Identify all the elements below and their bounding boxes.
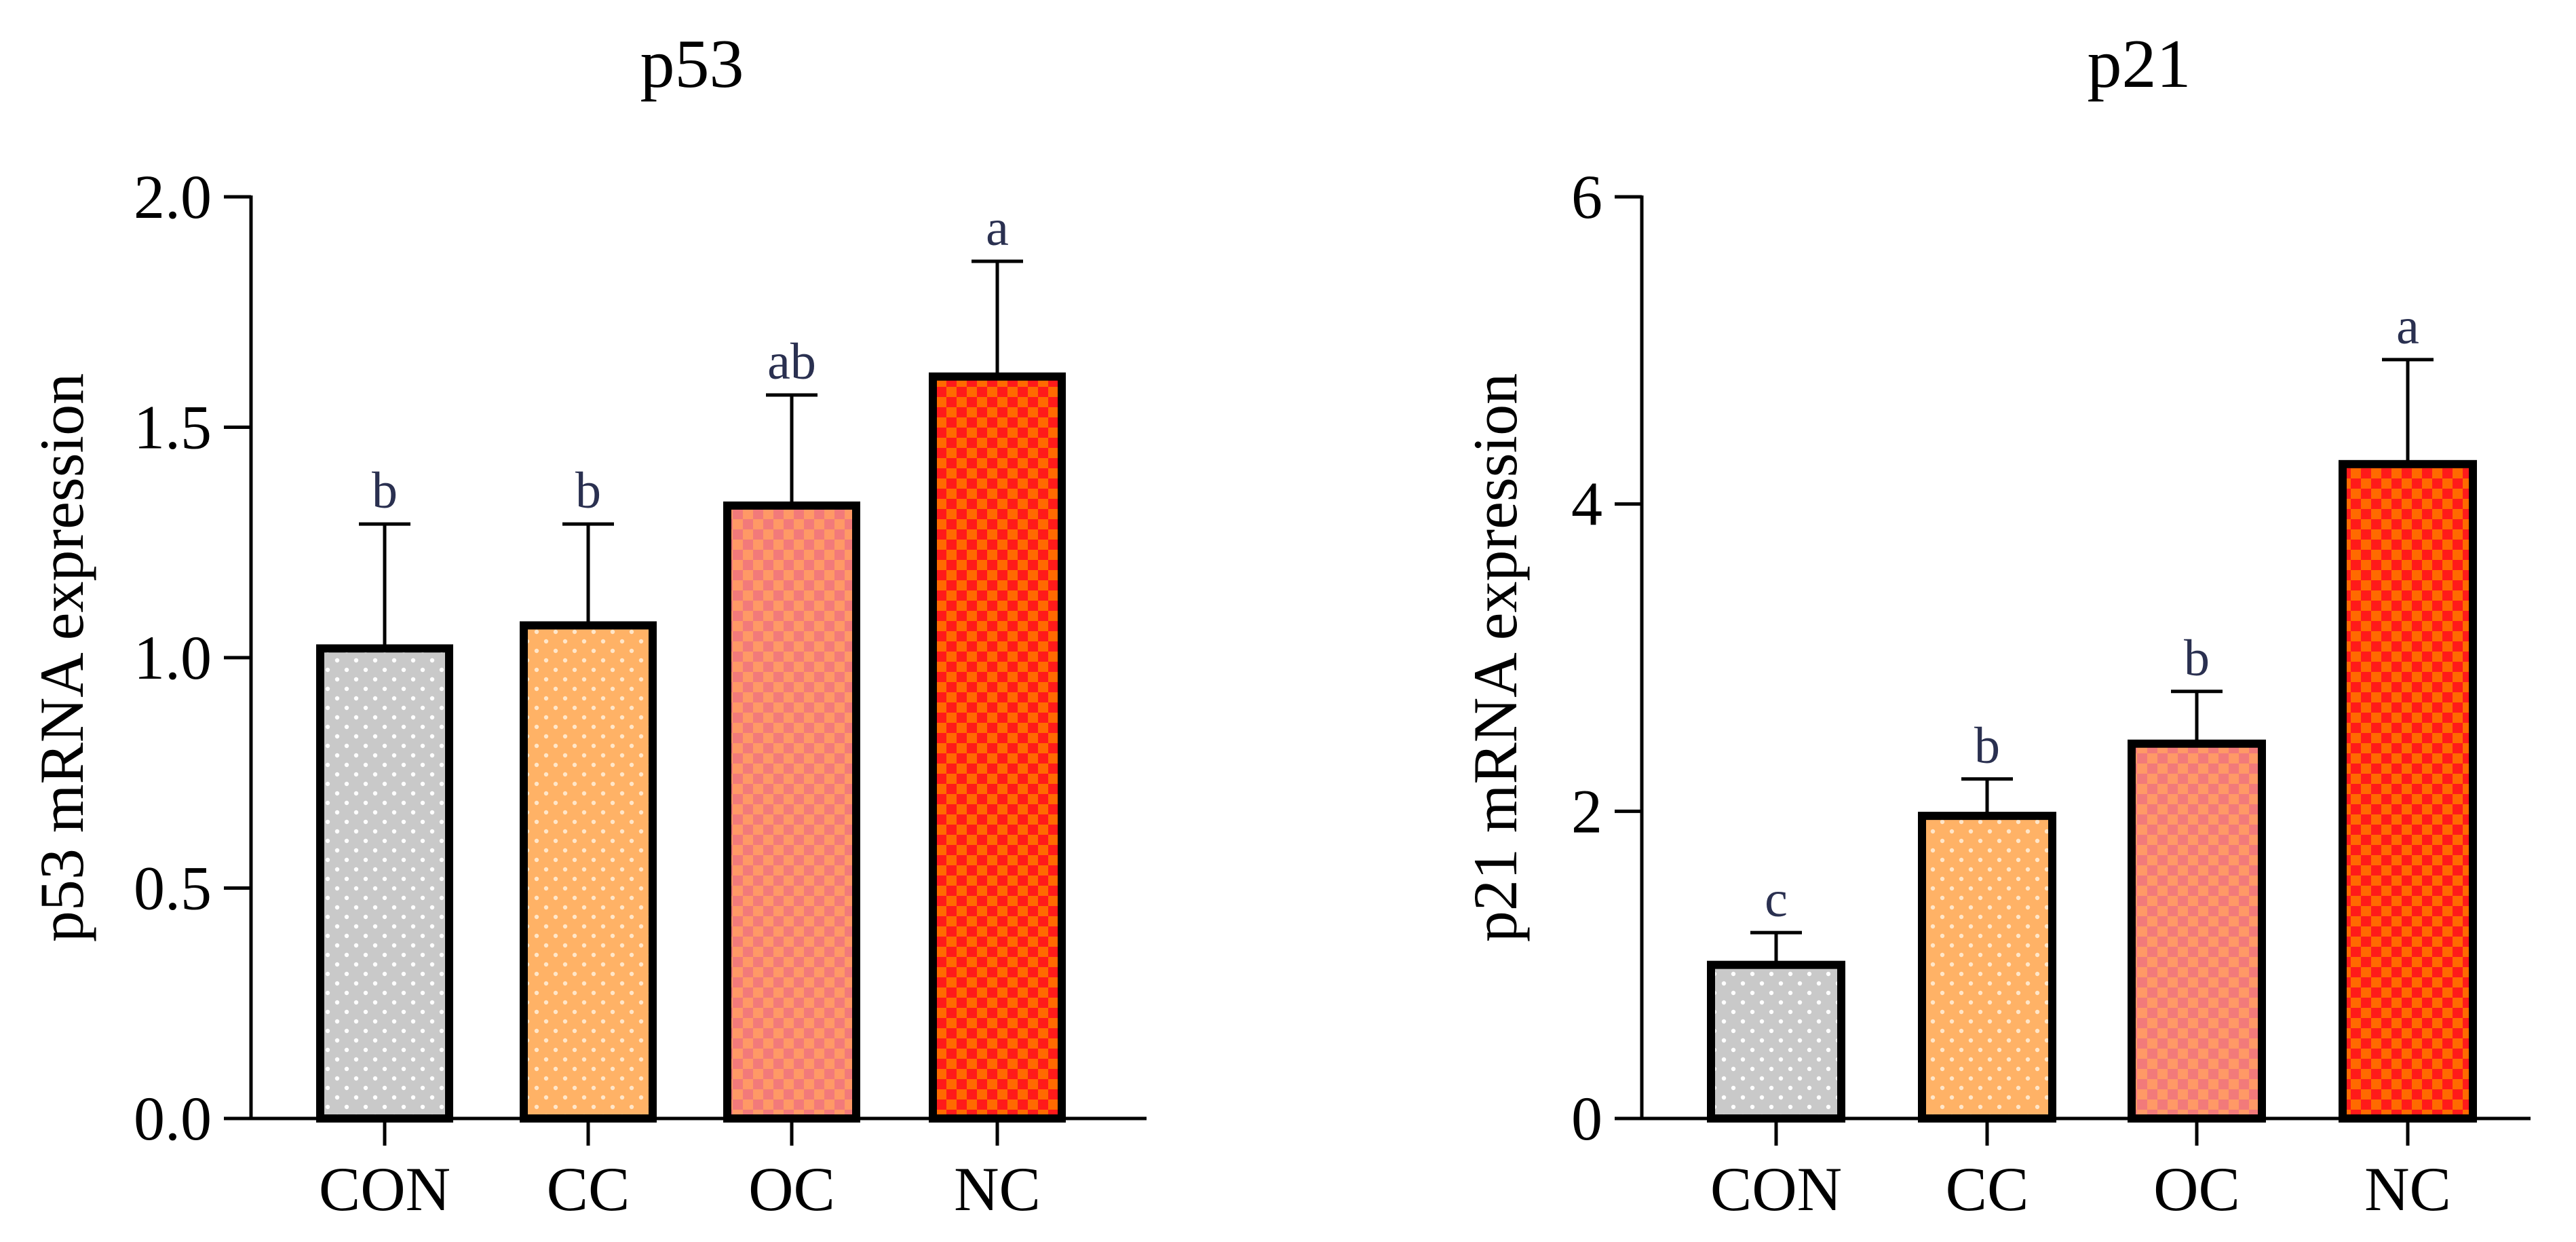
significance-label: b — [575, 462, 601, 519]
bar-CON — [1707, 960, 1845, 1123]
y-tick-label: 2 — [1571, 776, 1602, 846]
significance-label: ab — [767, 333, 816, 390]
y-tick-label: 4 — [1571, 470, 1602, 539]
bar-OC — [723, 501, 860, 1123]
bar-CC — [1918, 812, 2056, 1123]
significance-label: a — [986, 200, 1009, 257]
x-tick-label: NC — [2364, 1154, 2451, 1224]
bar-CC — [520, 621, 657, 1123]
significance-label: a — [2396, 298, 2419, 355]
bar-NC — [2339, 459, 2477, 1123]
y-axis-label: p21 mRNA expression — [1461, 373, 1530, 942]
chart-title: p53 — [640, 26, 744, 102]
y-axis-label: p53 mRNA expression — [27, 373, 96, 942]
chart-p21: p21 p21 mRNA expression c CON b CC b OC a NC 0 2 4 6 — [1461, 26, 2531, 1224]
significance-label: c — [1765, 871, 1788, 928]
bar-OC — [2128, 739, 2266, 1123]
y-tick-label: 2.0 — [134, 162, 212, 231]
y-tick-label: 6 — [1571, 162, 1602, 231]
x-tick-label: CC — [1946, 1154, 2029, 1224]
significance-label: b — [1974, 717, 2000, 774]
y-tick-label: 0.5 — [134, 854, 212, 923]
y-tick-label: 1.5 — [134, 393, 212, 462]
bar-NC — [929, 372, 1066, 1123]
significance-label: b — [372, 462, 398, 519]
x-tick-label: CON — [1710, 1154, 1842, 1224]
x-tick-label: OC — [748, 1154, 835, 1224]
y-tick-label: 0 — [1571, 1084, 1602, 1153]
x-tick-label: CC — [547, 1154, 630, 1224]
x-tick-label: CON — [319, 1154, 450, 1224]
significance-label: b — [2184, 630, 2210, 687]
bar-CON — [316, 644, 453, 1123]
x-tick-label: OC — [2153, 1154, 2240, 1224]
chart-title: p21 — [2088, 26, 2191, 102]
y-tick-label: 0.0 — [134, 1084, 212, 1153]
x-tick-label: NC — [954, 1154, 1041, 1224]
y-tick-label: 1.0 — [134, 623, 212, 692]
chart-p53: p53 p53 mRNA expression b CON b CC ab OC a NC 0.0 0… — [27, 26, 1147, 1224]
